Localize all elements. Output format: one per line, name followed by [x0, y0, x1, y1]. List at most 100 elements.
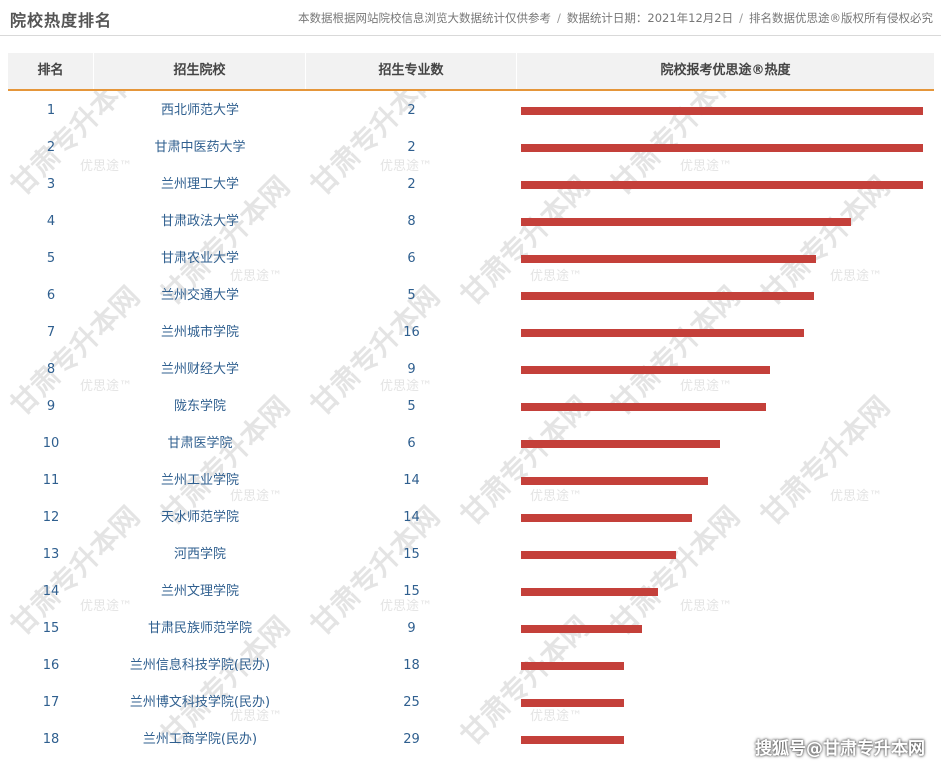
heat-bar — [521, 477, 708, 485]
column-header-rank: 排名 — [8, 53, 94, 89]
majors-count-cell: 2 — [407, 140, 416, 155]
rank-cell: 9 — [46, 399, 56, 414]
school-name-cell: 陇东学院 — [173, 399, 226, 414]
table-row: 1 西北师范大学 2 — [8, 92, 934, 129]
heat-bar — [521, 440, 720, 448]
heat-bar-track — [521, 366, 923, 374]
school-name-cell: 兰州理工大学 — [160, 177, 239, 192]
rank-cell: 11 — [42, 473, 60, 488]
majors-count-cell: 6 — [407, 251, 416, 266]
notice-date: 数据统计日期：2021年12月2日 — [566, 11, 734, 25]
table-row: 16 兰州信息科技学院(民办) 18 — [8, 647, 934, 684]
heat-bar-track — [521, 477, 923, 485]
majors-count-cell: 15 — [403, 547, 420, 562]
rank-cell: 6 — [46, 288, 56, 303]
heat-bar-track — [521, 181, 923, 189]
heat-bar-track — [521, 588, 923, 596]
table-row: 5 甘肃农业大学 6 — [8, 240, 934, 277]
heat-bar-track — [521, 403, 923, 411]
table-row: 10 甘肃医学院 6 — [8, 425, 934, 462]
heat-bar-track — [521, 551, 923, 559]
heat-bar-track — [521, 329, 923, 337]
heat-bar-track — [521, 736, 923, 744]
majors-count-cell: 5 — [407, 399, 416, 414]
heat-bar — [521, 514, 692, 522]
majors-count-cell: 18 — [403, 658, 420, 673]
majors-count-cell: 6 — [407, 436, 416, 451]
majors-count-cell: 9 — [407, 362, 416, 377]
table-row: 13 河西学院 15 — [8, 536, 934, 573]
school-name-cell: 甘肃中医药大学 — [154, 140, 246, 155]
table-row: 8 兰州财经大学 9 — [8, 351, 934, 388]
school-name-cell: 甘肃医学院 — [167, 436, 233, 451]
table-row: 3 兰州理工大学 2 — [8, 166, 934, 203]
majors-count-cell: 2 — [407, 177, 416, 192]
table-row: 6 兰州交通大学 5 — [8, 277, 934, 314]
rank-cell: 7 — [46, 325, 56, 340]
heat-bar-track — [521, 662, 923, 670]
table-row: 4 甘肃政法大学 8 — [8, 203, 934, 240]
table-row: 2 甘肃中医药大学 2 — [8, 129, 934, 166]
heat-bar-track — [521, 625, 923, 633]
rank-cell: 5 — [46, 251, 56, 266]
table-row: 18 兰州工商学院(民办) 29 — [8, 721, 934, 758]
school-name-cell: 河西学院 — [173, 547, 226, 562]
rank-cell: 8 — [46, 362, 56, 377]
heat-bar — [521, 403, 767, 411]
heat-bar — [521, 551, 676, 559]
school-name-cell: 天水师范学院 — [160, 510, 239, 525]
school-name-cell: 兰州工业学院 — [160, 473, 239, 488]
rank-cell: 14 — [42, 584, 60, 599]
title-bar: 院校热度排名 本数据根据网站院校信息浏览大数据统计仅供参考 / 数据统计日期：202… — [0, 0, 941, 36]
rank-cell: 18 — [42, 732, 60, 747]
rank-cell: 3 — [46, 177, 56, 192]
rank-cell: 15 — [42, 621, 60, 636]
heat-bar — [521, 329, 805, 337]
table-header: 排名 招生院校 招生专业数 院校报考优思途®热度 — [8, 53, 934, 91]
heat-bar-track — [521, 514, 923, 522]
school-name-cell: 兰州信息科技学院(民办) — [129, 658, 271, 673]
notice-source: 本数据根据网站院校信息浏览大数据统计仅供参考 — [298, 11, 552, 25]
majors-count-cell: 5 — [407, 288, 416, 303]
heat-bar — [521, 144, 923, 152]
majors-count-cell: 8 — [407, 214, 416, 229]
rank-cell: 16 — [42, 658, 60, 673]
majors-count-cell: 16 — [403, 325, 420, 340]
column-header-majors: 招生专业数 — [306, 53, 517, 89]
column-header-heat: 院校报考优思途®热度 — [660, 63, 791, 78]
data-notice: 本数据根据网站院校信息浏览大数据统计仅供参考 / 数据统计日期：2021年12月2日… — [298, 10, 933, 26]
heat-bar — [521, 662, 624, 670]
heat-bar-track — [521, 292, 923, 300]
school-name-cell: 兰州城市学院 — [160, 325, 239, 340]
heat-bar-track — [521, 218, 923, 226]
rank-cell: 12 — [42, 510, 60, 525]
school-name-cell: 兰州工商学院(民办) — [142, 732, 258, 747]
heat-bar — [521, 736, 624, 744]
heat-bar — [521, 107, 923, 115]
table-row: 12 天水师范学院 14 — [8, 499, 934, 536]
rank-cell: 17 — [42, 695, 60, 710]
majors-count-cell: 9 — [407, 621, 416, 636]
table-row: 14 兰州文理学院 15 — [8, 573, 934, 610]
school-name-cell: 甘肃政法大学 — [160, 214, 239, 229]
notice-separator: / — [557, 11, 561, 25]
table-row: 17 兰州博文科技学院(民办) 25 — [8, 684, 934, 721]
school-name-cell: 甘肃农业大学 — [160, 251, 239, 266]
majors-count-cell: 14 — [403, 473, 420, 488]
heat-bar-track — [521, 440, 923, 448]
heat-bar — [521, 181, 923, 189]
table-row: 11 兰州工业学院 14 — [8, 462, 934, 499]
majors-count-cell: 2 — [407, 103, 416, 118]
rank-cell: 4 — [46, 214, 56, 229]
heat-bar-track — [521, 699, 923, 707]
table-row: 15 甘肃民族师范学院 9 — [8, 610, 934, 647]
table-row: 7 兰州城市学院 16 — [8, 314, 934, 351]
rank-cell: 2 — [46, 140, 56, 155]
rank-cell: 13 — [42, 547, 60, 562]
school-name-cell: 兰州财经大学 — [160, 362, 239, 377]
school-name-cell: 兰州文理学院 — [160, 584, 239, 599]
rank-cell: 1 — [46, 103, 56, 118]
heat-bar — [521, 366, 771, 374]
column-header-school: 招生院校 — [94, 53, 306, 89]
majors-count-cell: 14 — [403, 510, 420, 525]
